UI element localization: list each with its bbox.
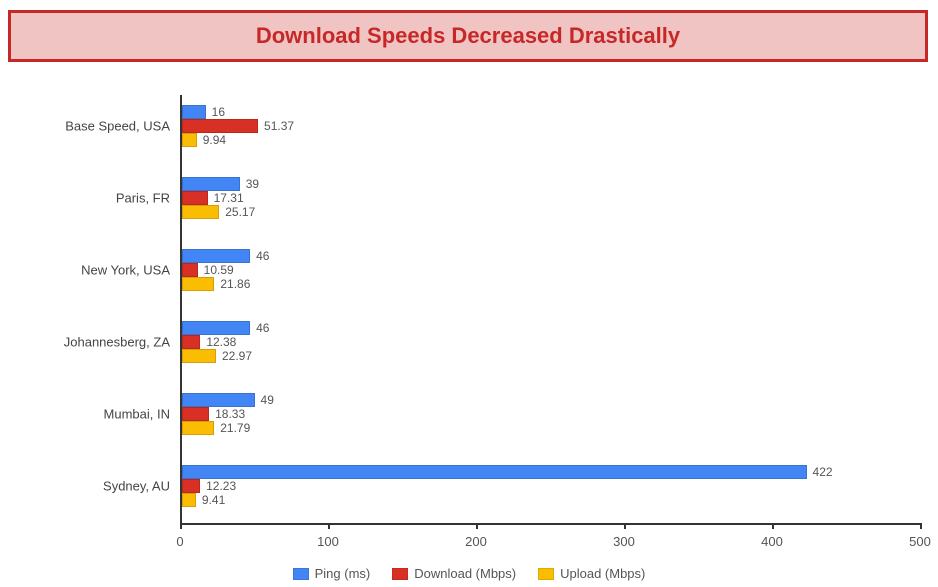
bar <box>182 349 216 363</box>
bar-value-label: 9.41 <box>202 493 225 507</box>
x-tick <box>328 523 330 529</box>
legend-item: Ping (ms) <box>293 566 371 581</box>
bar-value-label: 39 <box>246 177 259 191</box>
bar <box>182 249 250 263</box>
category-label: Sydney, AU <box>103 479 170 494</box>
bar-value-label: 25.17 <box>225 205 255 219</box>
bar <box>182 465 807 479</box>
legend-swatch <box>392 568 408 580</box>
chart-plot: 0100200300400500Base Speed, USA1651.379.… <box>180 95 920 525</box>
bar-value-label: 16 <box>212 105 225 119</box>
x-tick <box>624 523 626 529</box>
category-label: New York, USA <box>81 263 170 278</box>
bar-value-label: 18.33 <box>215 407 245 421</box>
bar <box>182 119 258 133</box>
bar <box>182 191 208 205</box>
category-label: Mumbai, IN <box>104 407 170 422</box>
bar <box>182 133 197 147</box>
legend-label: Download (Mbps) <box>414 566 516 581</box>
bar <box>182 493 196 507</box>
bar-value-label: 21.79 <box>220 421 250 435</box>
x-tick-label: 100 <box>317 534 339 549</box>
bar <box>182 407 209 421</box>
bar-value-label: 17.31 <box>214 191 244 205</box>
bar <box>182 205 219 219</box>
bar-value-label: 51.37 <box>264 119 294 133</box>
bar-value-label: 49 <box>261 393 274 407</box>
bar <box>182 321 250 335</box>
legend-swatch <box>538 568 554 580</box>
bar <box>182 263 198 277</box>
bar-value-label: 9.94 <box>203 133 226 147</box>
x-tick <box>920 523 922 529</box>
bar-value-label: 21.86 <box>220 277 250 291</box>
x-tick-label: 300 <box>613 534 635 549</box>
x-tick-label: 400 <box>761 534 783 549</box>
bar-value-label: 46 <box>256 321 269 335</box>
x-tick <box>180 523 182 529</box>
bar <box>182 335 200 349</box>
bar-value-label: 46 <box>256 249 269 263</box>
bar <box>182 479 200 493</box>
bar-value-label: 422 <box>813 465 833 479</box>
legend-label: Upload (Mbps) <box>560 566 645 581</box>
bar-value-label: 22.97 <box>222 349 252 363</box>
x-tick-label: 500 <box>909 534 931 549</box>
y-axis <box>180 95 182 525</box>
legend-swatch <box>293 568 309 580</box>
x-tick-label: 0 <box>176 534 183 549</box>
category-label: Johannesberg, ZA <box>64 335 170 350</box>
bar <box>182 177 240 191</box>
x-tick <box>772 523 774 529</box>
chart-legend: Ping (ms) Download (Mbps) Upload (Mbps) <box>0 566 938 581</box>
bar <box>182 277 214 291</box>
bar-value-label: 12.23 <box>206 479 236 493</box>
legend-item: Upload (Mbps) <box>538 566 645 581</box>
bar-value-label: 12.38 <box>206 335 236 349</box>
x-tick-label: 200 <box>465 534 487 549</box>
category-label: Base Speed, USA <box>65 119 170 134</box>
chart-title-banner: Download Speeds Decreased Drastically <box>8 10 928 62</box>
legend-item: Download (Mbps) <box>392 566 516 581</box>
bar <box>182 393 255 407</box>
chart-area: 0100200300400500Base Speed, USA1651.379.… <box>180 95 920 525</box>
legend-label: Ping (ms) <box>315 566 371 581</box>
x-axis <box>180 523 920 525</box>
x-tick <box>476 523 478 529</box>
bar <box>182 421 214 435</box>
category-label: Paris, FR <box>116 191 170 206</box>
bar-value-label: 10.59 <box>204 263 234 277</box>
bar <box>182 105 206 119</box>
